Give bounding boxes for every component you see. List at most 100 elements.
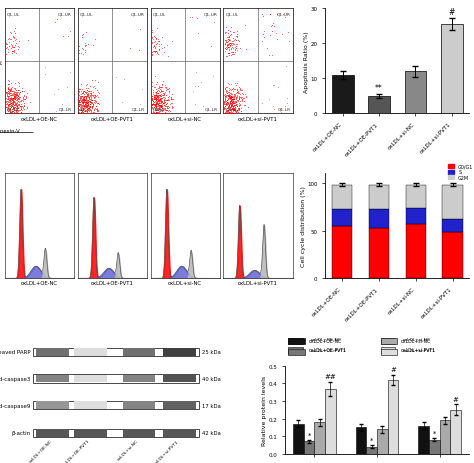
Point (160, 44, 168, 51)
Point (238, 96, 246, 104)
Point (226, 106, 233, 114)
Point (225, 37, 232, 44)
Point (231, 80, 238, 88)
Point (75, 111, 82, 118)
Text: oxLDL+si-NC: oxLDL+si-NC (401, 338, 431, 343)
Point (266, 11, 273, 19)
Point (226, 93, 233, 100)
Point (2, 42, 10, 49)
Point (229, 103, 237, 111)
Point (232, 45, 240, 53)
Point (77, 107, 85, 115)
Point (10, 91, 18, 98)
Point (155, 94, 162, 102)
Bar (123, 401, 155, 409)
Point (154, 92, 161, 99)
Point (17, 89, 24, 97)
Point (224, 108, 232, 116)
Point (227, 95, 235, 103)
Point (82, 85, 90, 93)
Point (159, 100, 167, 107)
Point (273, 110, 280, 117)
Point (10, 105, 18, 112)
Point (232, 41, 239, 49)
Point (150, 104, 157, 112)
Point (88, 103, 95, 111)
Point (233, 93, 240, 100)
Point (9, 99, 17, 106)
Point (80, 97, 87, 104)
Point (10, 107, 18, 115)
Point (228, 99, 236, 106)
Point (77, 50, 85, 58)
Point (225, 104, 232, 112)
Point (18, 97, 25, 105)
Point (283, 100, 291, 107)
Point (4, 101, 12, 109)
Point (231, 49, 239, 56)
Point (221, 91, 228, 99)
Point (79, 90, 87, 97)
Point (7, 87, 14, 94)
Point (77, 109, 84, 116)
Point (226, 107, 234, 114)
Point (223, 108, 230, 116)
Point (10, 95, 18, 103)
Point (91, 92, 99, 99)
Point (155, 85, 162, 93)
Point (230, 98, 238, 105)
Point (153, 100, 160, 108)
Point (150, 96, 158, 104)
Point (87, 91, 95, 99)
Point (148, 27, 155, 34)
Point (15, 99, 22, 106)
Point (1, 105, 9, 112)
Point (155, 105, 163, 112)
Point (147, 100, 155, 107)
Point (230, 102, 238, 110)
Point (171, 110, 179, 118)
Point (152, 89, 160, 97)
Text: oxLDL+OE-NC: oxLDL+OE-NC (309, 338, 342, 343)
Point (147, 95, 155, 102)
Point (157, 91, 165, 99)
X-axis label: oxLDL+OE-NC: oxLDL+OE-NC (21, 116, 58, 121)
Point (1, 106, 9, 114)
Point (228, 100, 235, 108)
Point (224, 107, 231, 115)
Point (81, 97, 88, 104)
Point (228, 94, 236, 102)
Point (223, 102, 231, 110)
Point (164, 97, 172, 104)
Text: Q1-UL: Q1-UL (7, 13, 20, 16)
Text: 40 kDa: 40 kDa (202, 376, 220, 381)
Point (162, 107, 169, 115)
Point (230, 106, 237, 114)
Point (225, 95, 233, 102)
Point (152, 95, 160, 102)
Point (158, 111, 166, 118)
Point (229, 52, 237, 59)
Point (80, 51, 87, 59)
Point (222, 89, 230, 96)
Point (89, 111, 96, 118)
Point (228, 100, 235, 107)
Point (164, 53, 172, 60)
Point (151, 93, 158, 100)
Point (229, 96, 237, 104)
Point (225, 52, 232, 59)
Point (151, 94, 158, 101)
Point (231, 106, 239, 113)
Point (75, 99, 83, 106)
Point (226, 42, 233, 49)
Point (161, 95, 168, 102)
Point (229, 94, 237, 101)
Point (163, 105, 171, 113)
Point (222, 99, 229, 106)
Point (153, 94, 160, 101)
Point (151, 97, 158, 104)
Point (87, 99, 94, 106)
Point (85, 103, 93, 111)
Point (225, 92, 232, 99)
Point (223, 109, 230, 117)
